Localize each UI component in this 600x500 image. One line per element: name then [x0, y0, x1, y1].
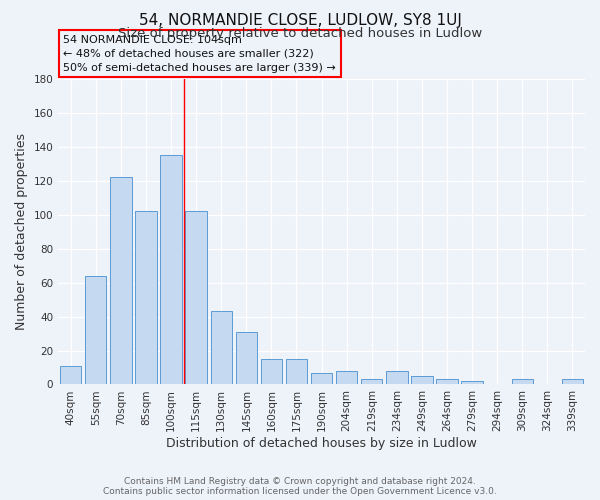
Bar: [461, 381, 483, 384]
Bar: [236, 332, 257, 384]
Bar: [160, 156, 182, 384]
Bar: [311, 372, 332, 384]
Bar: [185, 212, 207, 384]
Bar: [512, 380, 533, 384]
Bar: [286, 359, 307, 384]
Bar: [562, 380, 583, 384]
Y-axis label: Number of detached properties: Number of detached properties: [15, 133, 28, 330]
X-axis label: Distribution of detached houses by size in Ludlow: Distribution of detached houses by size …: [166, 437, 477, 450]
Bar: [110, 178, 131, 384]
Bar: [361, 380, 382, 384]
Bar: [60, 366, 82, 384]
Bar: [411, 376, 433, 384]
Text: 54, NORMANDIE CLOSE, LUDLOW, SY8 1UJ: 54, NORMANDIE CLOSE, LUDLOW, SY8 1UJ: [139, 12, 461, 28]
Text: 54 NORMANDIE CLOSE: 104sqm
← 48% of detached houses are smaller (322)
50% of sem: 54 NORMANDIE CLOSE: 104sqm ← 48% of deta…: [64, 35, 336, 73]
Text: Contains public sector information licensed under the Open Government Licence v3: Contains public sector information licen…: [103, 486, 497, 496]
Text: Contains HM Land Registry data © Crown copyright and database right 2024.: Contains HM Land Registry data © Crown c…: [124, 476, 476, 486]
Bar: [85, 276, 106, 384]
Bar: [136, 212, 157, 384]
Bar: [261, 359, 282, 384]
Bar: [436, 380, 458, 384]
Bar: [336, 371, 358, 384]
Text: Size of property relative to detached houses in Ludlow: Size of property relative to detached ho…: [118, 28, 482, 40]
Bar: [211, 312, 232, 384]
Bar: [386, 371, 407, 384]
